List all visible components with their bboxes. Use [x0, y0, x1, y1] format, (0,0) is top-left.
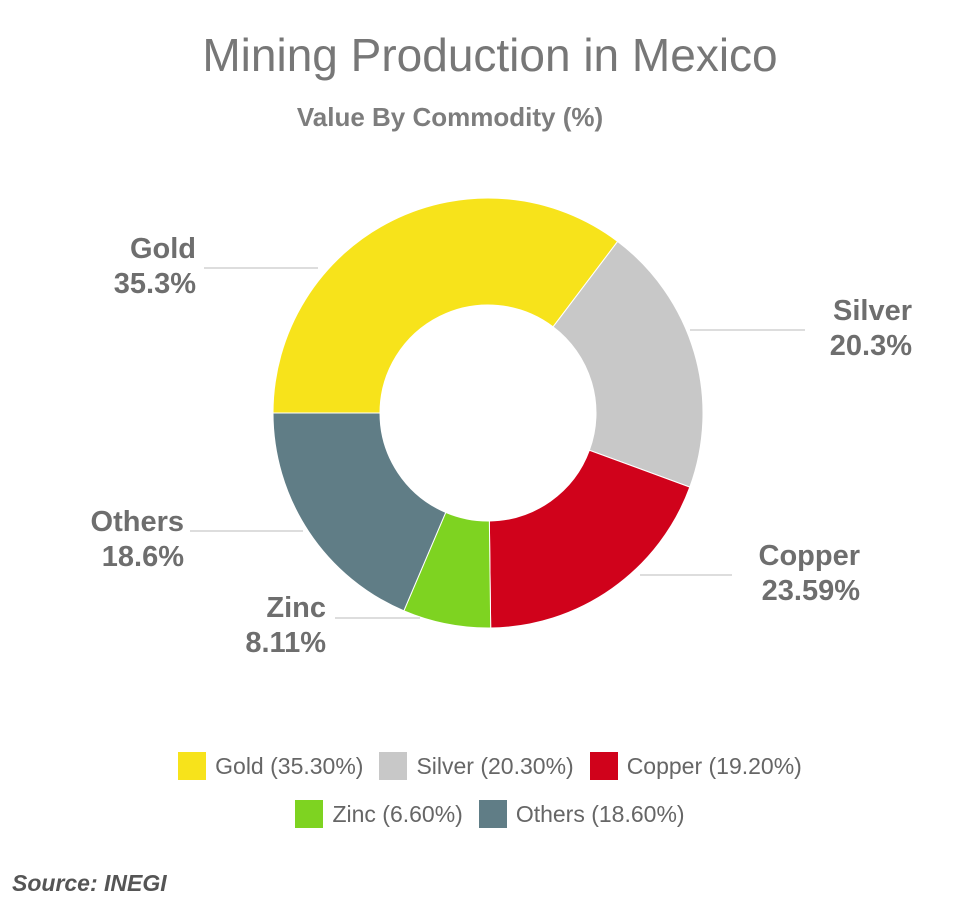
- source-note: Source: INEGI: [12, 870, 167, 896]
- legend-label-zinc: Zinc (6.60%): [332, 800, 463, 827]
- slice-copper: [488, 449, 691, 629]
- legend-row-2: Zinc (6.60%) Others (18.60%): [0, 800, 980, 828]
- callout-label-copper: Copper: [759, 540, 861, 572]
- legend-swatch-gold: [178, 752, 207, 780]
- slice-gold: [272, 197, 619, 414]
- legend-item-gold: Gold (35.30%): [178, 752, 363, 780]
- legend-row-1: Gold (35.30%) Silver (20.30%) Copper (19…: [0, 752, 980, 780]
- legend-label-gold: Gold (35.30%): [215, 752, 364, 779]
- legend-label-silver: Silver (20.30%): [416, 752, 574, 779]
- chart-title: Mining Production in Mexico: [202, 29, 778, 81]
- legend-swatch-silver: [379, 752, 408, 780]
- callout-value-gold: 35.3%: [114, 268, 196, 300]
- legend-swatch-copper: [589, 752, 618, 780]
- slice-others: [272, 412, 447, 612]
- legend-item-copper: Copper (19.20%): [589, 752, 802, 780]
- legend-label-others: Others (18.60%): [515, 800, 685, 827]
- callout-label-others: Others: [91, 506, 184, 538]
- legend-item-zinc: Zinc (6.60%): [295, 800, 463, 828]
- slice-silver: [552, 240, 704, 488]
- legend-label-copper: Copper (19.20%): [626, 752, 802, 779]
- callout-label-zinc: Zinc: [266, 592, 326, 624]
- callout-label-silver: Silver: [833, 295, 912, 327]
- callout-label-gold: Gold: [130, 233, 196, 265]
- legend-item-others: Others (18.60%): [478, 800, 685, 828]
- callout-value-silver: 20.3%: [830, 330, 912, 362]
- legend-swatch-others: [478, 800, 507, 828]
- callout-value-others: 18.6%: [102, 541, 184, 573]
- callout-value-zinc: 8.11%: [245, 627, 326, 659]
- legend-item-silver: Silver (20.30%): [379, 752, 574, 780]
- chart-subtitle: Value By Commodity (%): [296, 102, 604, 132]
- callout-value-copper: 23.59%: [762, 575, 861, 607]
- legend-swatch-zinc: [295, 800, 324, 828]
